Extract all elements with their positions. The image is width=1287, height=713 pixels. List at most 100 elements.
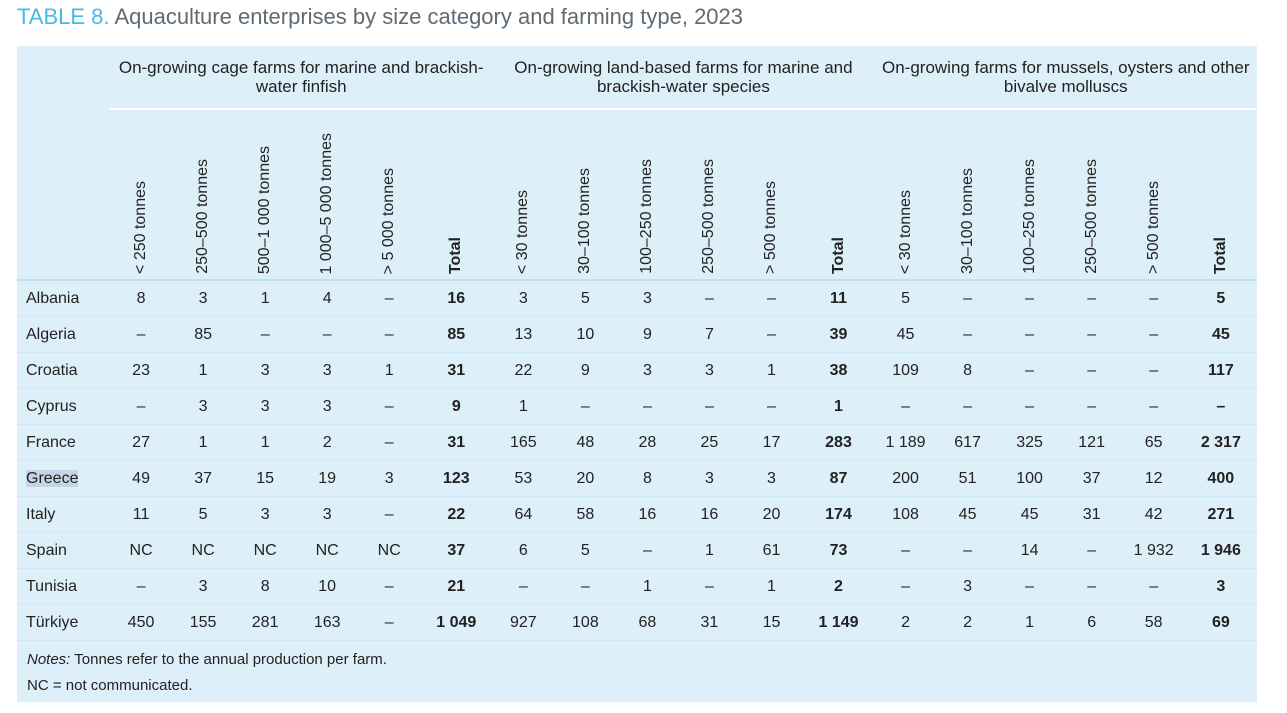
value-cell: 48 (554, 424, 617, 461)
notes-label: Notes: (27, 651, 71, 668)
country-name: Tunisia (26, 577, 77, 595)
column-header-land-1: 30–100 tonnes (554, 109, 617, 281)
value-cell: 5 (554, 532, 617, 569)
value-cell: 3 (740, 460, 803, 497)
value-cell: 16 (616, 496, 679, 533)
value-cell: 1 (492, 388, 555, 425)
column-header-land-2: 100–250 tonnes (616, 109, 679, 281)
value-cell: 617 (936, 424, 999, 461)
value-cell: 9 (616, 316, 679, 353)
country-cell: Albania (17, 280, 111, 317)
value-cell: – (874, 568, 937, 605)
value-cell: – (998, 352, 1061, 389)
total-cell: 31 (420, 424, 493, 461)
total-cell: 11 (802, 280, 875, 317)
value-cell: 28 (616, 424, 679, 461)
value-cell: NC (358, 532, 421, 569)
country-name: Italy (26, 505, 56, 523)
value-cell: 2 (874, 604, 937, 641)
value-cell: – (1122, 568, 1185, 605)
total-cell: – (1184, 388, 1257, 425)
value-cell: 1 (172, 352, 235, 389)
total-cell: 9 (420, 388, 493, 425)
country-cell: Croatia (17, 352, 111, 389)
table-number: TABLE 8. (17, 4, 110, 29)
column-header-label: < 30 tonnes (514, 189, 532, 274)
value-cell: – (234, 316, 297, 353)
column-header-label: 250–500 tonnes (194, 159, 212, 274)
value-cell: – (874, 388, 937, 425)
column-header-label: 30–100 tonnes (958, 168, 976, 274)
value-cell: 8 (234, 568, 297, 605)
group-header-cage: On-growing cage farms for marine and bra… (110, 46, 493, 110)
value-cell: 7 (678, 316, 741, 353)
country-cell: France (17, 424, 111, 461)
value-cell: 5 (554, 280, 617, 317)
country-name: Spain (26, 541, 67, 559)
table-row: Cyprus –3 3 3–9 1– – – –1– – – – – – (17, 388, 1257, 425)
total-cell: 1 049 (420, 604, 493, 641)
total-cell: 85 (420, 316, 493, 353)
value-cell: – (358, 568, 421, 605)
notes-line: Notes: Tonnes refer to the annual produc… (27, 647, 387, 673)
value-cell: – (1060, 388, 1123, 425)
value-cell: – (998, 388, 1061, 425)
value-cell: 3 (172, 280, 235, 317)
value-cell: 3 (296, 496, 359, 533)
value-cell: 3 (296, 352, 359, 389)
total-cell: 45 (1184, 316, 1257, 353)
value-cell: 25 (678, 424, 741, 461)
total-cell: 69 (1184, 604, 1257, 641)
value-cell: 14 (998, 532, 1061, 569)
value-cell: – (1060, 352, 1123, 389)
value-cell: – (1060, 316, 1123, 353)
value-cell: 1 189 (874, 424, 937, 461)
total-cell: 123 (420, 460, 493, 497)
total-cell: 2 317 (1184, 424, 1257, 461)
group-header-mollusc: On-growing farms for mussels, oysters an… (874, 46, 1257, 110)
table-row: Türkiye 450 155 281 163–1 049 927 108 68 31 15 1 1… (17, 604, 1257, 641)
value-cell: 108 (554, 604, 617, 641)
value-cell: – (998, 280, 1061, 317)
value-cell: – (936, 388, 999, 425)
value-cell: – (1060, 568, 1123, 605)
value-cell: – (1122, 280, 1185, 317)
value-cell: – (1122, 388, 1185, 425)
value-cell: 325 (998, 424, 1061, 461)
value-cell: 8 (110, 280, 173, 317)
value-cell: 10 (554, 316, 617, 353)
value-cell: 1 (358, 352, 421, 389)
value-cell: 85 (172, 316, 235, 353)
total-cell: 21 (420, 568, 493, 605)
value-cell: 12 (1122, 460, 1185, 497)
value-cell: – (358, 604, 421, 641)
value-cell: 3 (172, 568, 235, 605)
value-cell: – (358, 388, 421, 425)
value-cell: – (358, 496, 421, 533)
column-header-label: < 30 tonnes (896, 189, 914, 274)
value-cell: 3 (678, 352, 741, 389)
value-cell: 20 (740, 496, 803, 533)
value-cell: 3 (616, 280, 679, 317)
total-cell: 38 (802, 352, 875, 389)
column-header-mollusc-4: > 500 tonnes (1122, 109, 1185, 281)
value-cell: – (1122, 352, 1185, 389)
value-cell: 5 (172, 496, 235, 533)
column-header-mollusc-2: 100–250 tonnes (998, 109, 1061, 281)
value-cell: 10 (296, 568, 359, 605)
value-cell: – (998, 568, 1061, 605)
value-cell: – (616, 532, 679, 569)
value-cell: 17 (740, 424, 803, 461)
total-cell: 5 (1184, 280, 1257, 317)
value-cell: 3 (234, 352, 297, 389)
table-row: Albania 8 3 1 4–16 3 5 3– –11 5– – – –5 (17, 280, 1257, 317)
total-cell: 39 (802, 316, 875, 353)
value-cell: 200 (874, 460, 937, 497)
country-cell: Algeria (17, 316, 111, 353)
value-cell: 281 (234, 604, 297, 641)
value-cell: – (358, 424, 421, 461)
value-cell: 1 (740, 568, 803, 605)
table-row: Tunisia –3 8 10–21– –1–1 2–3– – –3 (17, 568, 1257, 605)
value-cell: 22 (492, 352, 555, 389)
value-cell: 65 (1122, 424, 1185, 461)
